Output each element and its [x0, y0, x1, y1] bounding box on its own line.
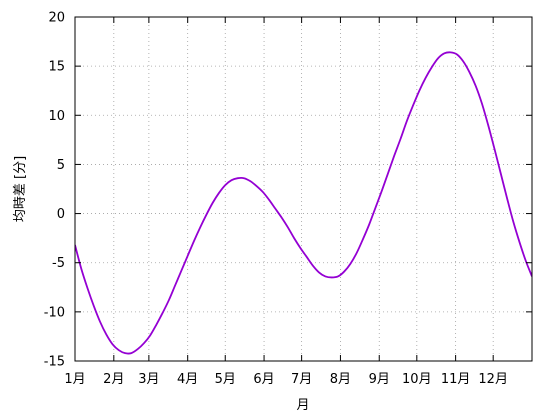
x-tick-label: 12月 [478, 372, 508, 387]
x-tick-label: 4月 [177, 372, 198, 387]
x-tick-label: 2月 [103, 372, 124, 387]
x-tick-label: 5月 [215, 372, 236, 387]
x-tick-label: 9月 [369, 372, 390, 387]
y-tick-label: -5 [52, 256, 65, 271]
series-line [75, 51, 532, 355]
x-tick-label: 1月 [64, 372, 85, 387]
y-tick-label: 20 [48, 11, 65, 26]
y-tick-label: 15 [48, 60, 65, 75]
y-tick-label: 0 [57, 207, 65, 222]
y-tick-label: 10 [48, 109, 65, 124]
x-tick-label: 3月 [138, 372, 159, 387]
y-axis-title: 均時差 [分] [13, 156, 28, 222]
x-tick-label: 7月 [291, 372, 312, 387]
x-tick-label: 10月 [402, 372, 432, 387]
data-layer [75, 51, 532, 355]
plot-frame [74, 16, 533, 362]
label-layer: -15 -10 -5 0 5 10 15 20 1月 2月 3月 4月 5月 6月 7月 8月 9月 10月 11月… [44, 11, 508, 388]
x-tick-label: 6月 [253, 372, 274, 387]
tick-layer [74, 16, 532, 362]
grid-layer [75, 17, 532, 361]
x-tick-label: 8月 [330, 372, 351, 387]
y-tick-label: 5 [57, 158, 65, 173]
x-tick-label: 11月 [441, 372, 471, 387]
x-axis-title: 月 [296, 398, 309, 412]
y-tick-label: -15 [44, 355, 65, 370]
y-tick-label: -10 [44, 305, 65, 320]
